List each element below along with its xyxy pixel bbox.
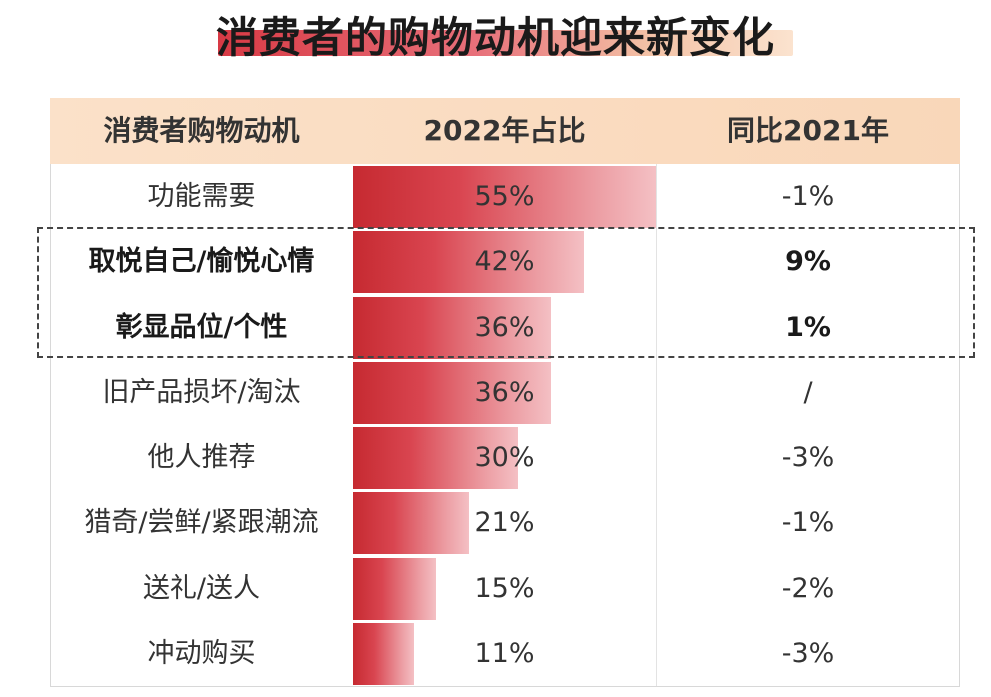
- table-row: 旧产品损坏/淘汰 36% /: [50, 360, 960, 425]
- bar-value-label: 15%: [474, 572, 535, 604]
- header-share-2022: 2022年占比: [423, 114, 586, 147]
- yoy-value: -1%: [781, 181, 835, 212]
- bar: [353, 166, 656, 228]
- chart-title: 消费者的购物动机迎来新变化: [215, 13, 775, 62]
- row-label: 彰显品位/个性: [115, 311, 288, 343]
- bar-value-label: 36%: [474, 311, 535, 343]
- bar: [353, 296, 552, 359]
- bar: [353, 557, 436, 620]
- table-row: 取悦自己/愉悦心情 42% 9%: [50, 229, 960, 294]
- table-row: 猎奇/尝鲜/紧跟潮流 21% -1%: [50, 490, 960, 555]
- header-motivation: 消费者购物动机: [103, 114, 300, 147]
- table-row: 彰显品位/个性 36% 1%: [50, 295, 960, 360]
- bar: [353, 427, 519, 489]
- bar-value-label: 21%: [474, 507, 535, 539]
- title-underline-band: [218, 30, 793, 56]
- row-label: 取悦自己/愉悦心情: [88, 246, 315, 278]
- yoy-value: -2%: [781, 572, 835, 604]
- bar: [353, 622, 414, 685]
- row-label: 旧产品损坏/淘汰: [102, 376, 301, 408]
- table-header: 消费者购物动机 2022年占比 同比2021年: [50, 98, 960, 164]
- table-row: 冲动购买 11% -3%: [50, 621, 960, 686]
- row-label: 猎奇/尝鲜/紧跟潮流: [84, 507, 319, 539]
- table-row: 送礼/送人 15% -2%: [50, 556, 960, 621]
- yoy-value: 9%: [785, 246, 831, 278]
- motivation-table: 消费者购物动机 2022年占比 同比2021年 功能需要 55% -1% 取悦自己/愉…: [50, 98, 960, 687]
- bar: [353, 231, 585, 294]
- row-label: 他人推荐: [147, 442, 256, 473]
- table-row: 他人推荐 30% -3%: [50, 425, 960, 490]
- yoy-value: 1%: [785, 311, 831, 343]
- bar-value-label: 36%: [474, 376, 535, 408]
- row-label: 功能需要: [147, 181, 256, 212]
- column-divider: [656, 164, 657, 686]
- bar-value-label: 11%: [474, 637, 535, 669]
- row-label: 冲动购买: [147, 637, 256, 669]
- bar: [353, 492, 469, 555]
- header-yoy-2021: 同比2021年: [727, 114, 889, 147]
- bar-value-label: 55%: [474, 181, 535, 212]
- yoy-value: -3%: [781, 442, 835, 473]
- row-label: 送礼/送人: [142, 572, 261, 604]
- yoy-value: -3%: [781, 637, 835, 669]
- bar-value-label: 30%: [474, 442, 535, 473]
- bar: [353, 361, 552, 424]
- title-area: 消费者的购物动机迎来新变化: [0, 0, 991, 70]
- bar-value-label: 42%: [474, 246, 535, 278]
- table-rows: 功能需要 55% -1% 取悦自己/愉悦心情 42% 9% 彰显品位/个性 36% 1% 旧产品损…: [50, 164, 960, 686]
- yoy-value: -1%: [781, 507, 835, 539]
- table-row: 功能需要 55% -1%: [50, 164, 960, 229]
- table-body-border: [50, 164, 960, 687]
- yoy-value: /: [803, 376, 813, 408]
